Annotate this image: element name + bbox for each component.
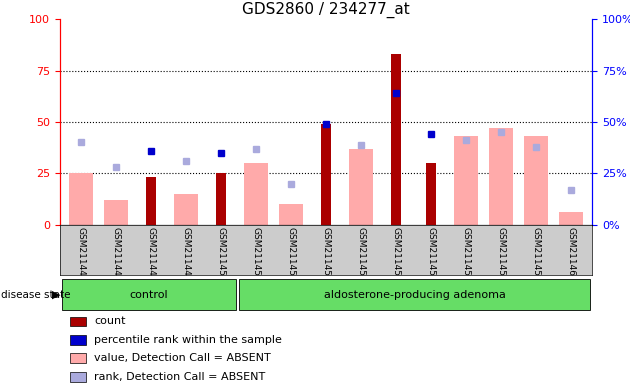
Text: GSM211460: GSM211460 <box>567 227 576 282</box>
Text: GSM211457: GSM211457 <box>462 227 471 282</box>
Text: GSM211453: GSM211453 <box>321 227 331 282</box>
Bar <box>103 200 128 225</box>
Text: control: control <box>129 290 168 300</box>
Bar <box>349 149 374 225</box>
Bar <box>244 163 268 225</box>
Text: ▶: ▶ <box>52 290 60 300</box>
Bar <box>69 173 93 225</box>
Text: GSM211450: GSM211450 <box>217 227 226 282</box>
Title: GDS2860 / 234277_at: GDS2860 / 234277_at <box>242 2 410 18</box>
Bar <box>71 353 86 363</box>
Text: percentile rank within the sample: percentile rank within the sample <box>94 335 282 345</box>
Bar <box>239 280 590 310</box>
Bar <box>216 173 226 225</box>
Text: disease state: disease state <box>1 290 71 300</box>
Bar <box>62 280 236 310</box>
Text: GSM211446: GSM211446 <box>76 227 85 282</box>
Bar <box>71 372 86 382</box>
Bar <box>71 335 86 345</box>
Text: rank, Detection Call = ABSENT: rank, Detection Call = ABSENT <box>94 372 266 382</box>
Text: GSM211456: GSM211456 <box>427 227 435 282</box>
Bar <box>146 177 156 225</box>
Bar <box>278 204 303 225</box>
Bar <box>321 124 331 225</box>
Text: aldosterone-producing adenoma: aldosterone-producing adenoma <box>324 290 506 300</box>
Bar <box>71 316 86 326</box>
Text: GSM211447: GSM211447 <box>112 227 120 282</box>
Text: GSM211455: GSM211455 <box>392 227 401 282</box>
Text: GSM211451: GSM211451 <box>251 227 260 282</box>
Text: GSM211449: GSM211449 <box>181 227 190 282</box>
Text: GSM211459: GSM211459 <box>532 227 541 282</box>
Text: GSM211458: GSM211458 <box>496 227 506 282</box>
Bar <box>524 136 549 225</box>
Bar <box>391 54 401 225</box>
Bar <box>174 194 198 225</box>
Bar <box>489 128 513 225</box>
Text: value, Detection Call = ABSENT: value, Detection Call = ABSENT <box>94 353 271 363</box>
Text: count: count <box>94 316 126 326</box>
Bar <box>559 212 583 225</box>
Bar <box>426 163 436 225</box>
Bar <box>454 136 478 225</box>
Text: GSM211448: GSM211448 <box>146 227 156 282</box>
Text: GSM211454: GSM211454 <box>357 227 365 282</box>
Text: GSM211452: GSM211452 <box>287 227 295 282</box>
